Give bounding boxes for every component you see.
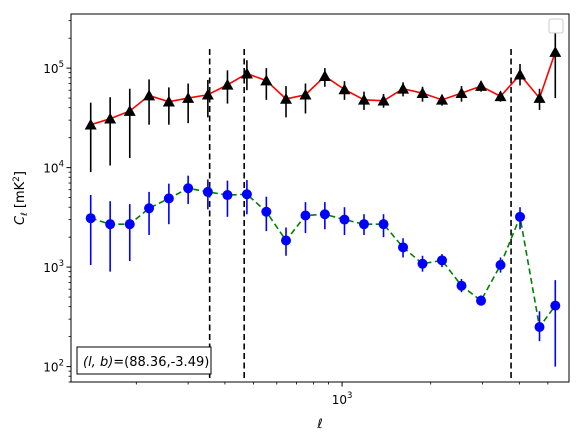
- markers: [84, 46, 562, 332]
- series-1-point: [202, 186, 213, 197]
- series-0-point: [182, 92, 195, 103]
- series-0-point: [357, 93, 370, 105]
- series-0-point: [338, 83, 351, 95]
- y-tick-label: 102: [43, 359, 64, 375]
- series-1-point: [534, 321, 545, 332]
- series-1-point: [183, 183, 194, 194]
- series-0-point: [475, 80, 488, 91]
- series-1-point: [261, 206, 272, 217]
- series-0-point: [240, 67, 253, 79]
- series-1-point: [105, 219, 116, 230]
- series-1-point: [339, 214, 350, 225]
- series-0-point: [514, 68, 527, 80]
- plot-frame: [70, 13, 570, 383]
- series-0-point: [549, 46, 562, 57]
- axis-ticks: 102 103 104 105 103: [43, 20, 549, 407]
- series-1-point: [124, 219, 135, 230]
- y-tick-label: 103: [43, 259, 64, 275]
- series-1-point: [358, 219, 369, 230]
- annotation-text: (l, b)=(88.36,-3.49): [83, 355, 209, 370]
- series-1-point: [550, 300, 561, 311]
- series-1-point: [241, 189, 252, 200]
- series-0-point: [494, 90, 507, 102]
- y-tick-label: 104: [43, 160, 64, 176]
- series-1-point: [281, 235, 292, 246]
- series-0-point: [280, 92, 293, 104]
- vertical-lines: [208, 49, 512, 382]
- series-0-point: [201, 88, 214, 100]
- series-1-point: [417, 258, 428, 269]
- series-0-point: [143, 89, 156, 101]
- series-1-point: [85, 213, 96, 224]
- series-0-point: [377, 94, 390, 106]
- series-1-point: [476, 295, 487, 306]
- y-axis-label: Cℓ [mK2]: [12, 171, 30, 225]
- series-1-point: [300, 210, 311, 221]
- series-0-point: [318, 70, 331, 81]
- y-tick-label: 105: [43, 60, 64, 76]
- series-0-point: [162, 95, 175, 107]
- series-0-point: [104, 112, 117, 124]
- series-0-point: [221, 78, 234, 90]
- series-1-point: [437, 255, 448, 266]
- series-0-point: [455, 87, 468, 98]
- series-1-point: [378, 219, 389, 230]
- series-1-point: [495, 259, 506, 270]
- series-0-point: [84, 118, 97, 130]
- series-0-point: [416, 87, 429, 98]
- series-0-point: [533, 92, 546, 103]
- series-1-point: [398, 242, 409, 253]
- series-0-point: [260, 74, 273, 86]
- series-0-point: [123, 105, 136, 116]
- legend-box: [548, 18, 564, 34]
- series-1-point: [456, 280, 467, 291]
- plot-background: [71, 14, 569, 382]
- series-0-point: [436, 93, 449, 105]
- series-0-point: [299, 88, 312, 100]
- series-1-point: [222, 190, 233, 201]
- series-0-point: [397, 82, 410, 94]
- annotation-box: (l, b)=(88.36,-3.49): [76, 346, 212, 375]
- series-1-point: [319, 209, 330, 220]
- x-tick-label: 103: [332, 391, 353, 407]
- x-axis-label: ℓ: [316, 417, 322, 432]
- series-1-point: [515, 211, 526, 222]
- series-1-point: [163, 193, 174, 204]
- series-1-point: [144, 203, 155, 214]
